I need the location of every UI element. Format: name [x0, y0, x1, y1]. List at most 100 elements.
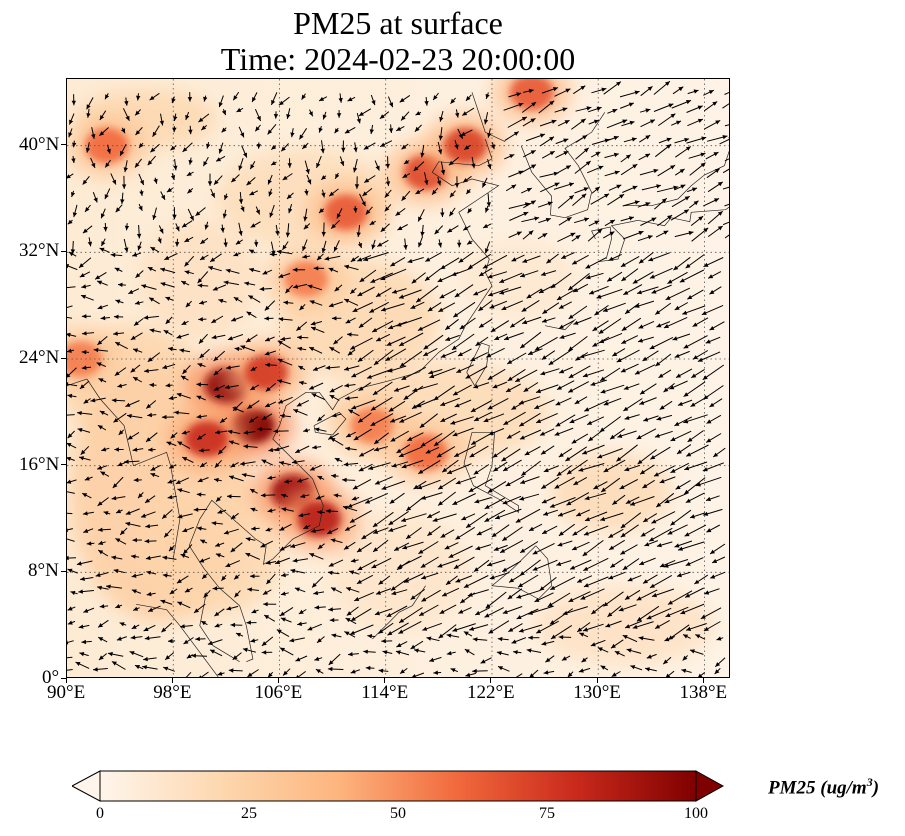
wind-arrow — [382, 650, 393, 655]
wind-arrow — [389, 415, 407, 423]
wind-arrow-head — [482, 182, 487, 188]
wind-arrow-head — [280, 591, 286, 596]
wind-arrow-head — [576, 512, 582, 517]
wind-arrow — [330, 219, 340, 229]
wind-arrow-head — [196, 395, 202, 400]
wind-arrow — [692, 317, 709, 328]
wind-arrow — [196, 395, 206, 401]
wind-arrow-shaft — [567, 273, 590, 291]
wind-arrow — [223, 280, 239, 286]
wind-arrow-head — [620, 368, 626, 373]
wind-arrow-head — [343, 462, 349, 467]
wind-arrow-head — [165, 319, 171, 324]
wind-arrow — [132, 606, 140, 611]
wind-arrow — [215, 553, 225, 558]
wind-arrow — [623, 383, 640, 390]
wind-arrow — [350, 669, 361, 674]
wind-arrow-head — [541, 484, 547, 489]
wind-arrow-head — [177, 441, 183, 446]
wind-arrow — [246, 311, 257, 319]
wind-arrow — [264, 401, 277, 408]
wind-arrow — [465, 94, 472, 102]
wind-arrow-head — [390, 437, 396, 442]
wind-arrow — [540, 368, 560, 376]
wind-arrow-head — [294, 587, 300, 592]
wind-arrow — [164, 253, 178, 261]
wind-arrow — [478, 267, 493, 277]
wind-arrow-head — [640, 532, 646, 537]
lat-tick-mark — [61, 677, 66, 679]
pm25-hotspot — [284, 261, 329, 297]
wind-arrow — [262, 589, 272, 596]
wind-arrow-head — [551, 634, 556, 639]
wind-arrow-head — [416, 403, 422, 408]
wind-arrow-head — [313, 266, 319, 271]
wind-arrow-head — [442, 592, 448, 597]
wind-arrow-head — [666, 137, 672, 142]
wind-arrow — [450, 416, 474, 425]
wind-arrow-head — [106, 148, 111, 154]
wind-arrow — [604, 152, 619, 159]
wind-arrow — [385, 176, 391, 186]
wind-arrow-head — [440, 169, 446, 175]
wind-arrow — [249, 488, 258, 494]
wind-arrow — [214, 608, 225, 617]
wind-arrow-head — [402, 173, 408, 178]
wind-arrow — [585, 257, 607, 269]
wind-arrow-head — [180, 375, 186, 380]
wind-arrow — [213, 477, 222, 483]
wind-arrow — [117, 383, 127, 388]
wind-arrow-head — [401, 115, 406, 121]
wind-arrow — [379, 111, 390, 120]
wind-arrow-head — [216, 496, 221, 502]
wind-arrow-head — [519, 571, 525, 576]
wind-arrow — [534, 336, 558, 351]
wind-arrow-head — [184, 237, 190, 242]
wind-arrow — [575, 106, 592, 112]
wind-arrow-head — [118, 430, 124, 435]
wind-arrow-head — [447, 228, 453, 233]
wind-arrow-head — [302, 246, 307, 251]
wind-arrow-head — [412, 404, 417, 409]
wind-arrow — [126, 413, 143, 419]
wind-arrow-head — [99, 604, 105, 609]
wind-arrow — [297, 335, 309, 340]
wind-arrow — [177, 441, 191, 450]
wind-arrow-head — [523, 212, 529, 216]
wind-arrow — [571, 433, 589, 444]
wind-arrow — [440, 208, 445, 218]
wind-arrow-head — [115, 342, 121, 347]
wind-arrow — [327, 432, 339, 440]
wind-arrow — [233, 252, 241, 257]
wind-arrow — [97, 636, 108, 643]
wind-arrow-head — [135, 162, 140, 168]
wind-arrow — [162, 363, 176, 370]
wind-arrow — [502, 606, 523, 614]
wind-arrow-head — [694, 579, 700, 584]
wind-arrow — [363, 649, 376, 654]
wind-arrow — [655, 353, 672, 367]
wind-arrow — [371, 239, 376, 250]
wind-arrow — [398, 607, 423, 624]
wind-arrow-head — [132, 447, 138, 452]
wind-arrow-head — [378, 629, 384, 634]
pm25-background-patch — [551, 452, 672, 533]
wind-arrow-head — [72, 142, 77, 148]
wind-arrow — [333, 493, 342, 498]
wind-arrow-head — [519, 435, 525, 440]
wind-arrow-head — [334, 286, 340, 292]
wind-arrow-head — [610, 434, 615, 440]
wind-arrow — [571, 118, 586, 130]
wind-arrow-head — [313, 366, 318, 371]
wind-arrow — [649, 336, 674, 350]
wind-arrow-head — [729, 232, 730, 236]
coastline — [598, 206, 729, 263]
wind-arrow — [100, 315, 110, 321]
wind-arrow-head — [541, 499, 547, 504]
wind-arrow — [632, 621, 654, 629]
wind-arrow — [230, 174, 240, 183]
wind-arrow-head — [583, 566, 589, 571]
wind-arrow — [353, 428, 372, 441]
wind-arrow-head — [614, 651, 620, 656]
wind-arrow — [711, 556, 726, 564]
